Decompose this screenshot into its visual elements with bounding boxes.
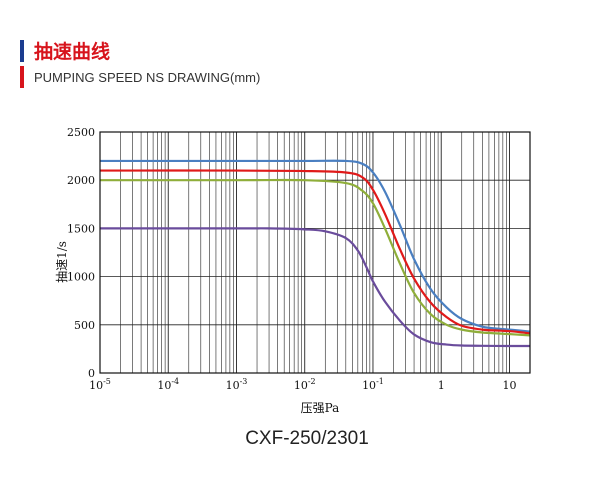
x-tick-label: 10 bbox=[502, 379, 516, 392]
x-tick-label: 10-3 bbox=[226, 377, 248, 392]
plot-frame bbox=[99, 131, 531, 374]
x-axis-label: 压强Pa bbox=[301, 401, 340, 415]
y-tick-label: 2000 bbox=[67, 174, 95, 187]
x-tick-label: 10-1 bbox=[362, 377, 384, 392]
y-tick-label: 0 bbox=[88, 367, 95, 380]
y-tick-label: 2500 bbox=[67, 126, 95, 139]
series-line-3 bbox=[99, 178, 531, 337]
series-line-2 bbox=[99, 169, 531, 335]
x-tick-label: 1 bbox=[438, 379, 445, 392]
x-tick-label: 10-4 bbox=[157, 377, 179, 392]
y-axis-label: 抽速1/s bbox=[55, 241, 69, 283]
series-line-1 bbox=[100, 159, 531, 333]
page-title: 抽速曲线 bbox=[34, 41, 111, 63]
y-tick-label: 1500 bbox=[67, 222, 95, 235]
chart-grid bbox=[99, 131, 531, 374]
header-accent-bar-top bbox=[20, 40, 24, 62]
y-tick-label: 500 bbox=[74, 319, 95, 332]
x-tick-label: 10-2 bbox=[294, 377, 316, 392]
x-axis-ticks: 10-5 10-4 10-3 10-2 10-1 1 10 bbox=[89, 377, 516, 392]
x-tick-label: 10-5 bbox=[89, 377, 111, 392]
y-tick-label: 1000 bbox=[67, 271, 95, 284]
chart-series bbox=[99, 159, 531, 348]
y-axis-ticks: 0 500 1000 1500 2000 2500 bbox=[67, 126, 95, 380]
model-label: CXF-250/2301 bbox=[245, 428, 369, 449]
header-accent-bar-bottom bbox=[20, 66, 24, 88]
series-line-4 bbox=[99, 227, 531, 348]
page-subtitle: PUMPING SPEED NS DRAWING(mm) bbox=[34, 70, 261, 85]
